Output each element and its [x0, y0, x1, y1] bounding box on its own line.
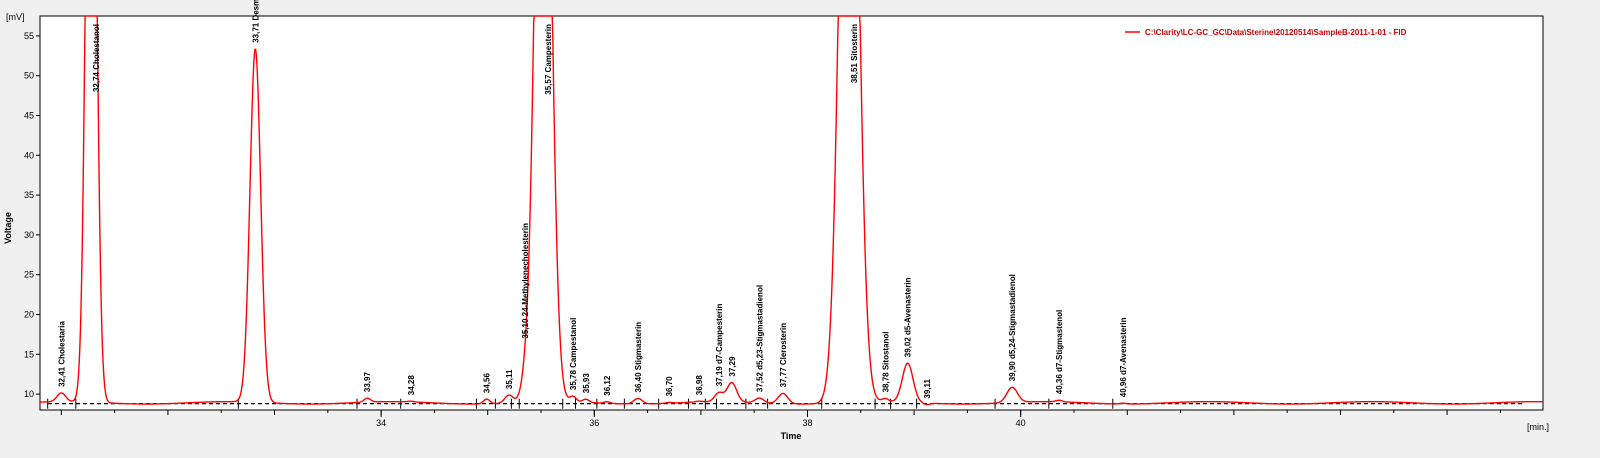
peak-label: 35,93 — [582, 373, 591, 394]
plot-area — [39, 15, 1544, 411]
peak-label: 32,41 Cholestaria — [57, 321, 66, 387]
y-axis-title: Voltage — [3, 212, 13, 244]
peak-label: 40,36 d7-Stigmastenol — [1055, 310, 1064, 394]
x-unit-label: [min.] — [1527, 422, 1549, 432]
y-unit-label: [mV] — [6, 12, 25, 22]
peak-label: 34,28 — [407, 375, 416, 396]
x-tick-label: 36 — [589, 418, 599, 428]
peak-labels: 32,41 Cholestaria 32,74 Cholestanol 33,71 … — [57, 0, 1128, 399]
y-tick-label: 10 — [24, 389, 34, 399]
series-line — [39, 15, 1544, 406]
y-tick-label: 30 — [24, 230, 34, 240]
legend-series-name: C:\Clarity\LC-GC_GC\Data\Sterine\2012051… — [1145, 28, 1407, 37]
x-tick-label: 40 — [1016, 418, 1026, 428]
peak-label: 37,77 Clerosterin — [779, 323, 788, 388]
peak-label: 39,11 — [923, 378, 932, 398]
y-tick-label: 55 — [24, 31, 34, 41]
peak-label: 37,29 — [728, 356, 737, 377]
peak-label: 33,71 Desmosterine — [251, 0, 260, 43]
peak-label: 37,52 d5,23-Stigmastadienol — [756, 285, 765, 392]
peak-label: 33,97 — [363, 372, 372, 393]
peak-label: 38,51 Sitosterin — [850, 24, 859, 83]
peak-label: 35,78 Campestanol — [569, 318, 578, 390]
peak-label: 36,98 — [695, 375, 704, 396]
y-tick-label: 45 — [24, 110, 34, 120]
peak-label: 32,74 Cholestanol — [92, 24, 101, 92]
y-tick-label: 35 — [24, 190, 34, 200]
peak-label: 35,11 — [505, 369, 514, 389]
x-axis-title: Time — [781, 431, 802, 441]
x-tick-label: 38 — [802, 418, 812, 428]
trace-layer — [39, 15, 1544, 406]
peak-label: 36,70 — [665, 376, 674, 397]
peak-label: 39,02 d5-Avenasterin — [904, 277, 913, 357]
peak-label: 35,10 24-Methylenecholesterin — [521, 223, 530, 339]
peak-label: 36,40 Stigmasterin — [634, 322, 643, 393]
legend: C:\Clarity\LC-GC_GC\Data\Sterine\2012051… — [1125, 28, 1407, 37]
peak-label: 34,56 — [483, 373, 492, 394]
y-tick-label: 25 — [24, 270, 34, 280]
peak-label: 39,90 d5,24-Stigmastadienol — [1008, 274, 1017, 381]
peak-label: 36,12 — [603, 375, 612, 396]
peak-label: 37,19 d7-Campesterin — [715, 303, 724, 386]
peak-label: 38,78 Sitostanol — [881, 331, 890, 392]
y-tick-label: 40 — [24, 150, 34, 160]
y-tick-label: 50 — [24, 71, 34, 81]
x-tick-label: 34 — [376, 418, 386, 428]
y-tick-label: 20 — [24, 309, 34, 319]
y-tick-label: 15 — [24, 349, 34, 359]
peak-label: 35,57 Campesterin — [544, 24, 553, 95]
axis-ticks: 10 15 20 25 30 35 40 45 50 55 34 36 38 40 — [24, 31, 1501, 428]
peak-label: 40,96 d7-Avenasterin — [1119, 317, 1128, 397]
